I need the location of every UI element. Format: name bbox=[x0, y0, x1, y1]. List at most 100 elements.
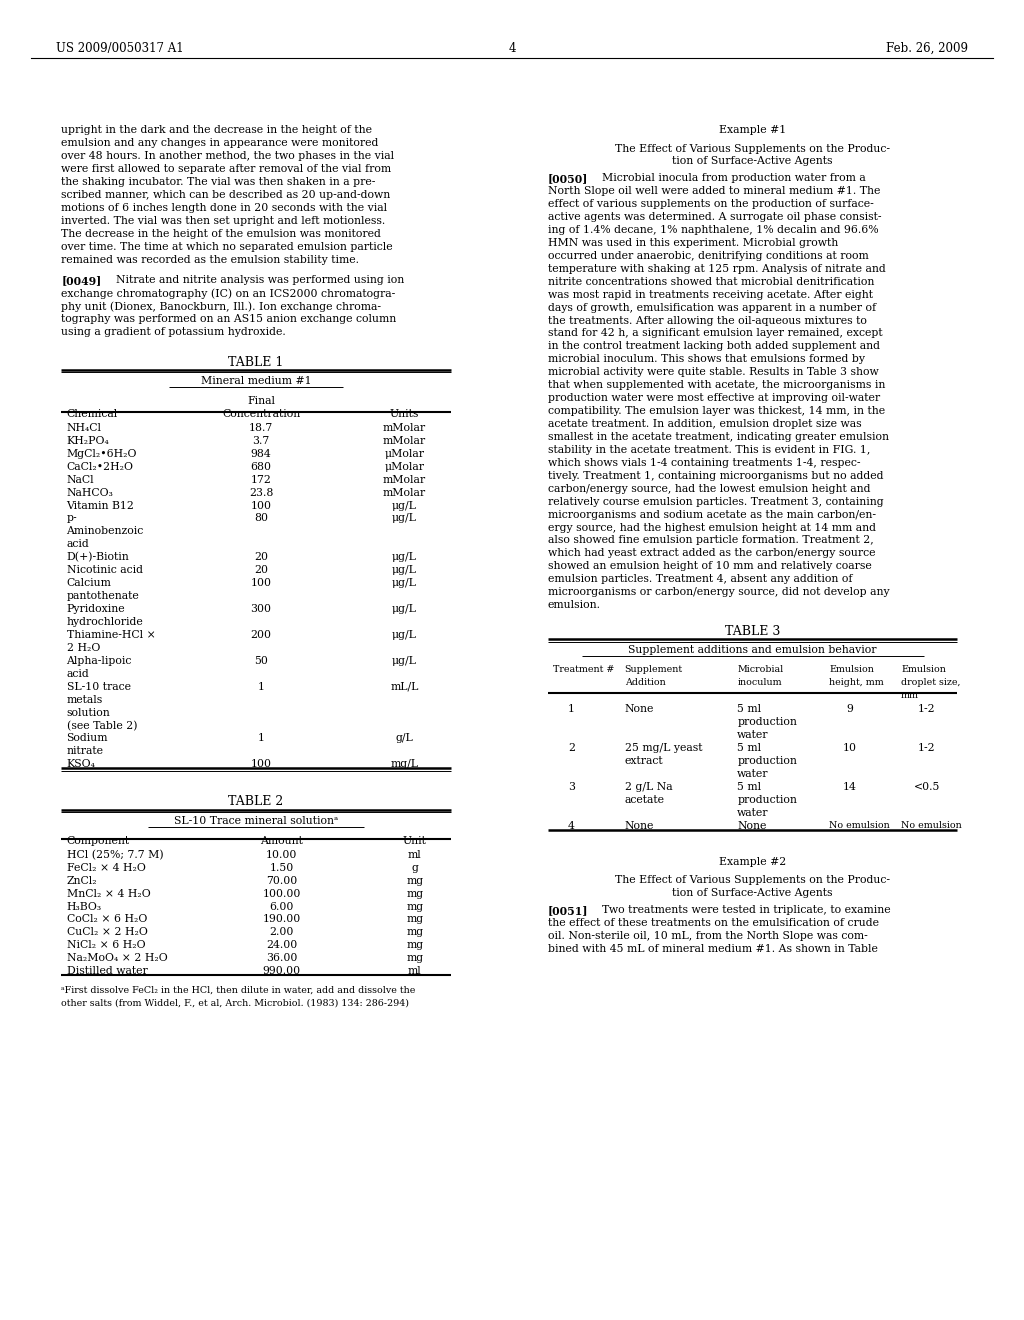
Text: stability in the acetate treatment. This is evident in FIG. 1,: stability in the acetate treatment. This… bbox=[548, 445, 870, 455]
Text: phy unit (Dionex, Banockburn, Ill.). Ion exchange chroma-: phy unit (Dionex, Banockburn, Ill.). Ion… bbox=[61, 301, 381, 312]
Text: oil. Non-sterile oil, 10 mL, from the North Slope was com-: oil. Non-sterile oil, 10 mL, from the No… bbox=[548, 931, 867, 941]
Text: No emulsion: No emulsion bbox=[829, 821, 890, 830]
Text: KSO₄: KSO₄ bbox=[67, 759, 95, 770]
Text: acetate: acetate bbox=[625, 795, 665, 805]
Text: 23.8: 23.8 bbox=[249, 487, 273, 498]
Text: tively. Treatment 1, containing microorganisms but no added: tively. Treatment 1, containing microorg… bbox=[548, 471, 884, 480]
Text: stand for 42 h, a significant emulsion layer remained, except: stand for 42 h, a significant emulsion l… bbox=[548, 329, 883, 338]
Text: mg: mg bbox=[407, 928, 423, 937]
Text: Component: Component bbox=[67, 836, 130, 846]
Text: acid: acid bbox=[67, 669, 89, 678]
Text: microorganisms and sodium acetate as the main carbon/en-: microorganisms and sodium acetate as the… bbox=[548, 510, 876, 520]
Text: metals: metals bbox=[67, 694, 102, 705]
Text: which had yeast extract added as the carbon/energy source: which had yeast extract added as the car… bbox=[548, 548, 876, 558]
Text: motions of 6 inches length done in 20 seconds with the vial: motions of 6 inches length done in 20 se… bbox=[61, 203, 387, 213]
Text: Emulsion: Emulsion bbox=[901, 665, 946, 673]
Text: Nitrate and nitrite analysis was performed using ion: Nitrate and nitrite analysis was perform… bbox=[116, 276, 403, 285]
Text: ml: ml bbox=[408, 850, 422, 859]
Text: 5 ml: 5 ml bbox=[737, 781, 762, 792]
Text: mMolar: mMolar bbox=[383, 422, 426, 433]
Text: production: production bbox=[737, 717, 797, 727]
Text: 100: 100 bbox=[251, 759, 271, 770]
Text: 5 ml: 5 ml bbox=[737, 705, 762, 714]
Text: emulsion and any changes in appearance were monitored: emulsion and any changes in appearance w… bbox=[61, 139, 379, 148]
Text: TABLE 2: TABLE 2 bbox=[228, 796, 284, 808]
Text: 36.00: 36.00 bbox=[266, 953, 297, 964]
Text: NaCl: NaCl bbox=[67, 475, 94, 484]
Text: hydrochloride: hydrochloride bbox=[67, 616, 143, 627]
Text: μg/L: μg/L bbox=[392, 630, 417, 640]
Text: 4: 4 bbox=[568, 821, 574, 830]
Text: temperature with shaking at 125 rpm. Analysis of nitrate and: temperature with shaking at 125 rpm. Ana… bbox=[548, 264, 886, 273]
Text: 190.00: 190.00 bbox=[262, 915, 301, 924]
Text: solution: solution bbox=[67, 708, 111, 718]
Text: The Effect of Various Supplements on the Produc-: The Effect of Various Supplements on the… bbox=[615, 875, 890, 884]
Text: relatively course emulsion particles. Treatment 3, containing: relatively course emulsion particles. Tr… bbox=[548, 496, 884, 507]
Text: 1: 1 bbox=[258, 734, 264, 743]
Text: SL-10 trace: SL-10 trace bbox=[67, 681, 131, 692]
Text: 25 mg/L yeast: 25 mg/L yeast bbox=[625, 743, 702, 754]
Text: g: g bbox=[412, 863, 418, 873]
Text: ᵃFirst dissolve FeCl₂ in the HCl, then dilute in water, add and dissolve the: ᵃFirst dissolve FeCl₂ in the HCl, then d… bbox=[61, 986, 416, 995]
Text: nitrate: nitrate bbox=[67, 746, 103, 756]
Text: No emulsion: No emulsion bbox=[901, 821, 962, 830]
Text: HMN was used in this experiment. Microbial growth: HMN was used in this experiment. Microbi… bbox=[548, 238, 838, 248]
Text: the shaking incubator. The vial was then shaken in a pre-: the shaking incubator. The vial was then… bbox=[61, 177, 376, 187]
Text: emulsion particles. Treatment 4, absent any addition of: emulsion particles. Treatment 4, absent … bbox=[548, 574, 852, 585]
Text: Aminobenzoic: Aminobenzoic bbox=[67, 527, 143, 536]
Text: height, mm: height, mm bbox=[829, 677, 884, 686]
Text: were first allowed to separate after removal of the vial from: were first allowed to separate after rem… bbox=[61, 164, 391, 174]
Text: droplet size,: droplet size, bbox=[901, 677, 961, 686]
Text: 300: 300 bbox=[251, 605, 271, 614]
Text: 24.00: 24.00 bbox=[266, 940, 297, 950]
Text: 5 ml: 5 ml bbox=[737, 743, 762, 754]
Text: 1-2: 1-2 bbox=[918, 705, 936, 714]
Text: 6.00: 6.00 bbox=[269, 902, 294, 912]
Text: Final: Final bbox=[247, 396, 275, 405]
Text: TABLE 1: TABLE 1 bbox=[228, 355, 284, 368]
Text: effect of various supplements on the production of surface-: effect of various supplements on the pro… bbox=[548, 199, 873, 209]
Text: Nicotinic acid: Nicotinic acid bbox=[67, 565, 142, 576]
Text: NaHCO₃: NaHCO₃ bbox=[67, 487, 114, 498]
Text: 3.7: 3.7 bbox=[253, 436, 269, 446]
Text: inoculum: inoculum bbox=[737, 677, 782, 686]
Text: g/L: g/L bbox=[395, 734, 414, 743]
Text: [0050]: [0050] bbox=[548, 173, 588, 185]
Text: Emulsion: Emulsion bbox=[829, 665, 874, 673]
Text: (see Table 2): (see Table 2) bbox=[67, 721, 137, 731]
Text: active agents was determined. A surrogate oil phase consist-: active agents was determined. A surrogat… bbox=[548, 213, 882, 222]
Text: 984: 984 bbox=[251, 449, 271, 459]
Text: None: None bbox=[625, 821, 654, 830]
Text: μg/L: μg/L bbox=[392, 513, 417, 524]
Text: over 48 hours. In another method, the two phases in the vial: over 48 hours. In another method, the tw… bbox=[61, 152, 394, 161]
Text: the effect of these treatments on the emulsification of crude: the effect of these treatments on the em… bbox=[548, 917, 879, 928]
Text: Addition: Addition bbox=[625, 677, 666, 686]
Text: North Slope oil well were added to mineral medium #1. The: North Slope oil well were added to miner… bbox=[548, 186, 881, 197]
Text: μg/L: μg/L bbox=[392, 578, 417, 589]
Text: Feb. 26, 2009: Feb. 26, 2009 bbox=[886, 42, 968, 55]
Text: using a gradient of potassium hydroxide.: using a gradient of potassium hydroxide. bbox=[61, 327, 286, 337]
Text: water: water bbox=[737, 808, 769, 818]
Text: 2: 2 bbox=[568, 743, 574, 754]
Text: Mineral medium #1: Mineral medium #1 bbox=[201, 376, 311, 387]
Text: 2 g/L Na: 2 g/L Na bbox=[625, 781, 673, 792]
Text: Example #1: Example #1 bbox=[719, 125, 786, 136]
Text: Vitamin B12: Vitamin B12 bbox=[67, 500, 134, 511]
Text: Thiamine-HCl ×: Thiamine-HCl × bbox=[67, 630, 156, 640]
Text: [0051]: [0051] bbox=[548, 904, 589, 916]
Text: tion of Surface-Active Agents: tion of Surface-Active Agents bbox=[673, 157, 833, 166]
Text: remained was recorded as the emulsion stability time.: remained was recorded as the emulsion st… bbox=[61, 255, 359, 265]
Text: mg: mg bbox=[407, 940, 423, 950]
Text: Calcium: Calcium bbox=[67, 578, 112, 589]
Text: KH₂PO₄: KH₂PO₄ bbox=[67, 436, 110, 446]
Text: water: water bbox=[737, 770, 769, 779]
Text: 200: 200 bbox=[251, 630, 271, 640]
Text: bined with 45 mL of mineral medium #1. As shown in Table: bined with 45 mL of mineral medium #1. A… bbox=[548, 944, 878, 953]
Text: mMolar: mMolar bbox=[383, 475, 426, 484]
Text: CoCl₂ × 6 H₂O: CoCl₂ × 6 H₂O bbox=[67, 915, 146, 924]
Text: NiCl₂ × 6 H₂O: NiCl₂ × 6 H₂O bbox=[67, 940, 145, 950]
Text: 18.7: 18.7 bbox=[249, 422, 273, 433]
Text: μg/L: μg/L bbox=[392, 565, 417, 576]
Text: mm: mm bbox=[901, 690, 920, 700]
Text: the treatments. After allowing the oil-aqueous mixtures to: the treatments. After allowing the oil-a… bbox=[548, 315, 866, 326]
